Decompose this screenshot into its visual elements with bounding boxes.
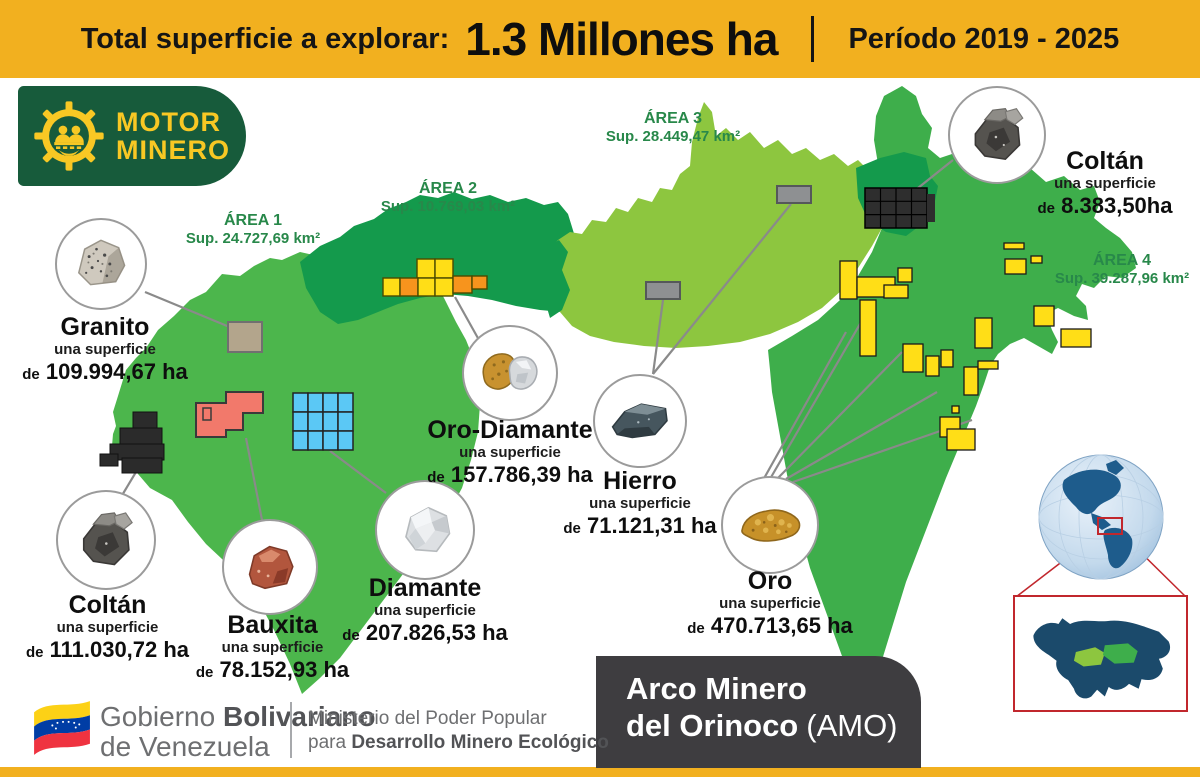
coltan-sw-rock-image (82, 511, 133, 566)
banner-divider (811, 16, 815, 62)
area-4-label: ÁREA 4 Sup. 39.287,96 km² (1054, 252, 1190, 287)
venezuela-silhouette (1033, 618, 1171, 699)
bauxita-rock-image (249, 546, 294, 590)
amo-line2-regular: (AMO) (806, 708, 898, 743)
hierro-photo-circle (593, 374, 687, 468)
area-2-label: ÁREA 2 Sup. 10.769,03 km² (380, 180, 516, 215)
coltan-sw-callout: Coltán una superficie de 111.030,72 ha (25, 591, 190, 663)
area-4-region (768, 86, 1136, 702)
coltan-sw-photo-circle (56, 490, 156, 590)
area-2-region (300, 192, 584, 324)
inset-amo-east (1102, 643, 1138, 664)
granito-photo-circle (55, 218, 147, 310)
bauxita-callout: Bauxita una superficie de 78.152,93 ha (195, 611, 350, 683)
coltan-ne-callout: Coltán una superficie de 8.383,50ha (1037, 147, 1173, 219)
diamante-photo-circle (375, 480, 475, 580)
granito-block (227, 321, 263, 353)
globe-locator (1038, 454, 1164, 580)
venezuela-flag-icon (34, 701, 90, 755)
amo-title-box: Arco Minero del Orinoco (AMO) (596, 656, 921, 768)
inset-amo-west (1073, 647, 1105, 667)
logo-line2: MINERO (116, 135, 230, 165)
coltan-ne-photo-circle (948, 86, 1046, 184)
amo-line2-bold: del Orinoco (626, 708, 799, 743)
motor-minero-logo: MOTOR MINERO (18, 86, 246, 186)
hierro-blocks (645, 185, 812, 300)
footer-divider (290, 702, 292, 758)
oro-concession-blocks (839, 242, 1092, 451)
oro-rock-image (740, 508, 800, 542)
bauxita-block (195, 391, 264, 438)
government-wordmark: Gobierno Bolivariano de Venezuela (100, 701, 376, 762)
area-1-region (112, 230, 480, 694)
granito-rock-image (78, 239, 126, 286)
globe-continents (1062, 460, 1133, 569)
top-banner: Total superficie a explorar: 1.3 Millone… (0, 0, 1200, 78)
logo-line1: MOTOR (116, 107, 221, 137)
area-1-label: ÁREA 1 Sup. 24.727,69 km² (185, 212, 321, 247)
banner-total-value: 1.3 Millones ha (465, 13, 778, 65)
diamante-rock-image (404, 506, 451, 552)
globe-venezuela-marker (1097, 517, 1123, 535)
amo-line1: Arco Minero (626, 671, 807, 706)
diamante-callout: Diamante una superficie de 207.826,53 ha (342, 574, 508, 646)
area-2-sliver (540, 240, 570, 318)
ministry-wordmark: Ministerio del Poder Popular para Desarr… (308, 708, 609, 753)
coltan-ne-blocks (864, 187, 935, 229)
bottom-yellow-strip (0, 767, 1200, 777)
oro-diamante-callout: Oro-Diamante una superficie de 157.786,3… (427, 416, 593, 488)
banner-period: Período 2019 - 2025 (848, 22, 1120, 55)
area-3-region (544, 102, 912, 348)
banner-label: Total superficie a explorar: (80, 22, 450, 55)
hierro-callout: Hierro una superficie de 71.121,31 ha (563, 467, 717, 539)
oro-diamante-rock-image (482, 353, 538, 391)
oro-photo-circle (721, 476, 819, 574)
oro-diamante-photo-circle (462, 325, 558, 421)
area-3-label: ÁREA 3 Sup. 28.449,47 km² (605, 110, 741, 145)
oro-diamante-blocks (382, 258, 488, 297)
diamante-blocks (292, 392, 354, 451)
granito-callout: Granito una superficie de 109.994,67 ha (22, 313, 188, 385)
logo-wordmark: MOTOR MINERO (116, 108, 230, 164)
oro-callout: Oro una superficie de 470.713,65 ha (687, 567, 853, 639)
venezuela-inset-map (1013, 595, 1188, 712)
coltan-sw-blocks (99, 411, 165, 474)
hierro-rock-image (611, 403, 669, 439)
bauxita-photo-circle (222, 519, 318, 615)
gear-miners-icon (34, 101, 104, 171)
coltan-ne-rock-image (974, 107, 1024, 160)
